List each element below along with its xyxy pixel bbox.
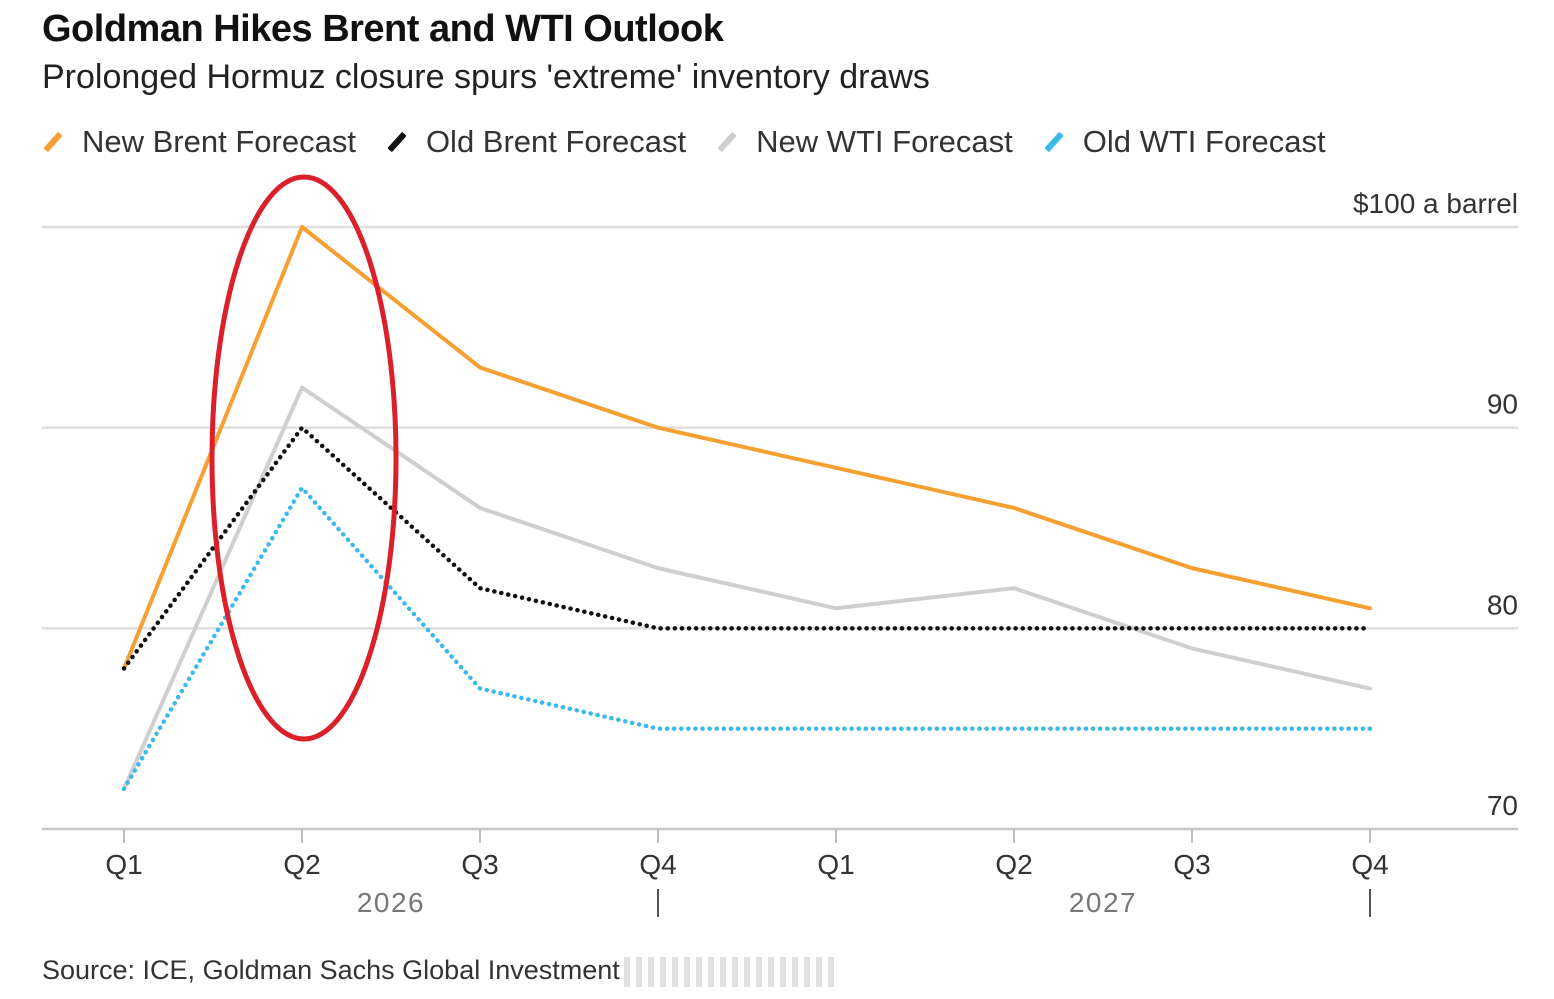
source-text: Source: ICE, Goldman Sachs Global Invest… bbox=[42, 955, 620, 985]
y-axis-ticks: 70 80 90 $100 a barrel bbox=[1353, 188, 1518, 821]
series-lines bbox=[121, 225, 1373, 792]
grid-lines bbox=[42, 225, 1518, 831]
x-axis: Q1 Q2 Q3 Q4 Q1 Q2 Q3 Q4 2026 2027 bbox=[105, 829, 1389, 918]
legend-label-new-wti-forecast: New WTI Forecast bbox=[756, 124, 1013, 159]
x-tick-label-2: Q3 bbox=[461, 849, 498, 880]
legend-item-old-wti-forecast: Old WTI Forecast bbox=[1043, 124, 1326, 160]
legend-item-old-brent-forecast: Old Brent Forecast bbox=[386, 124, 686, 160]
annotation-layer bbox=[209, 174, 399, 742]
series-line-old-wti-forecast bbox=[121, 485, 1373, 792]
annotation-ellipse bbox=[209, 174, 399, 742]
y-tick-label-90: 90 bbox=[1487, 389, 1518, 420]
chart-title: Goldman Hikes Brent and WTI Outlook bbox=[42, 8, 724, 50]
series-line-new-wti-forecast bbox=[122, 385, 1372, 791]
x-tick-label-1: Q2 bbox=[283, 849, 320, 880]
x-tick-label-0: Q1 bbox=[105, 849, 142, 880]
series-line-new-brent-forecast bbox=[122, 225, 1372, 671]
chart-subtitle: Prolonged Hormuz closure spurs 'extreme'… bbox=[42, 58, 930, 96]
y-tick-label-70: 70 bbox=[1487, 790, 1518, 821]
series-line-old-brent-forecast bbox=[121, 425, 1373, 671]
y-tick-label-80: 80 bbox=[1487, 589, 1518, 620]
legend-label-new-brent-forecast: New Brent Forecast bbox=[82, 124, 356, 159]
legend-item-new-wti-forecast: New WTI Forecast bbox=[716, 124, 1013, 160]
x-tick-label-6: Q3 bbox=[1173, 849, 1210, 880]
year-label-2027: 2027 bbox=[1069, 887, 1137, 918]
legend-item-new-brent-forecast: New Brent Forecast bbox=[42, 124, 356, 160]
x-tick-label-3: Q4 bbox=[639, 849, 676, 880]
x-tick-label-7: Q4 bbox=[1351, 849, 1388, 880]
blurred-watermark bbox=[623, 956, 834, 987]
x-tick-label-4: Q1 bbox=[817, 849, 854, 880]
source-note: Source: ICE, Goldman Sachs Global Invest… bbox=[42, 955, 834, 987]
legend-label-old-brent-forecast: Old Brent Forecast bbox=[425, 124, 687, 159]
year-label-2026: 2026 bbox=[357, 887, 425, 918]
x-tick-label-5: Q2 bbox=[995, 849, 1032, 880]
chart-legend: New Brent Forecast Old Brent Forecast New … bbox=[42, 124, 1356, 160]
y-tick-label-100: $100 a barrel bbox=[1353, 188, 1518, 219]
legend-label-old-wti-forecast: Old WTI Forecast bbox=[1082, 124, 1326, 159]
